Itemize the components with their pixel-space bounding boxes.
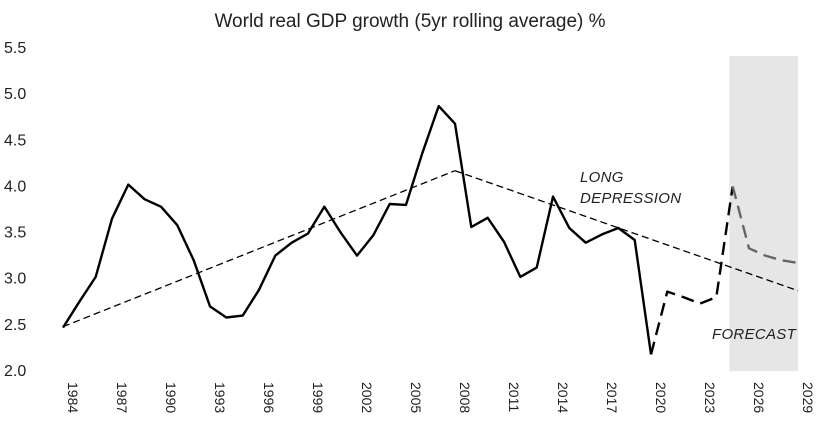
- y-tick-label: 3.0: [4, 271, 26, 288]
- x-tick-label: 2026: [751, 382, 767, 413]
- y-tick-label: 3.5: [4, 225, 26, 242]
- x-tick-label: 2008: [457, 382, 473, 413]
- series-line-forecast: [731, 186, 799, 265]
- x-tick-label: 2020: [653, 382, 669, 413]
- x-tick-label: 2017: [604, 382, 620, 413]
- x-tick-label: 2029: [800, 382, 816, 413]
- x-tick-label: 1996: [261, 382, 277, 413]
- y-tick-label: 5.5: [4, 40, 26, 57]
- x-tick-label: 2011: [506, 382, 522, 412]
- y-tick-label: 2.0: [4, 363, 26, 380]
- series-line-actual: [61, 104, 653, 355]
- x-tick-label: 2014: [555, 382, 571, 413]
- series-line-trend-up: [62, 170, 456, 328]
- series-line-trend-down: [454, 170, 799, 292]
- annotation-long-depression: LONG: [580, 169, 624, 186]
- y-tick-label: 5.0: [4, 86, 26, 103]
- chart-title: World real GDP growth (5yr rolling avera…: [214, 11, 605, 32]
- x-tick-label: 2023: [702, 382, 718, 413]
- x-tick-label: 1993: [212, 382, 228, 413]
- annotation-long-depression: DEPRESSION: [580, 190, 681, 207]
- x-tick-label: 1987: [114, 382, 130, 413]
- x-tick-label: 2002: [359, 382, 375, 413]
- x-tick-label: 1990: [163, 382, 179, 413]
- y-tick-label: 4.5: [4, 132, 26, 149]
- y-tick-label: 2.5: [4, 317, 26, 334]
- annotation-forecast: FORECAST: [712, 326, 798, 343]
- x-tick-label: 2005: [408, 382, 424, 413]
- series-line-recent: [649, 186, 734, 355]
- x-tick-label: 1984: [65, 382, 81, 413]
- x-tick-label: 1999: [310, 382, 326, 413]
- y-tick-label: 4.0: [4, 178, 26, 195]
